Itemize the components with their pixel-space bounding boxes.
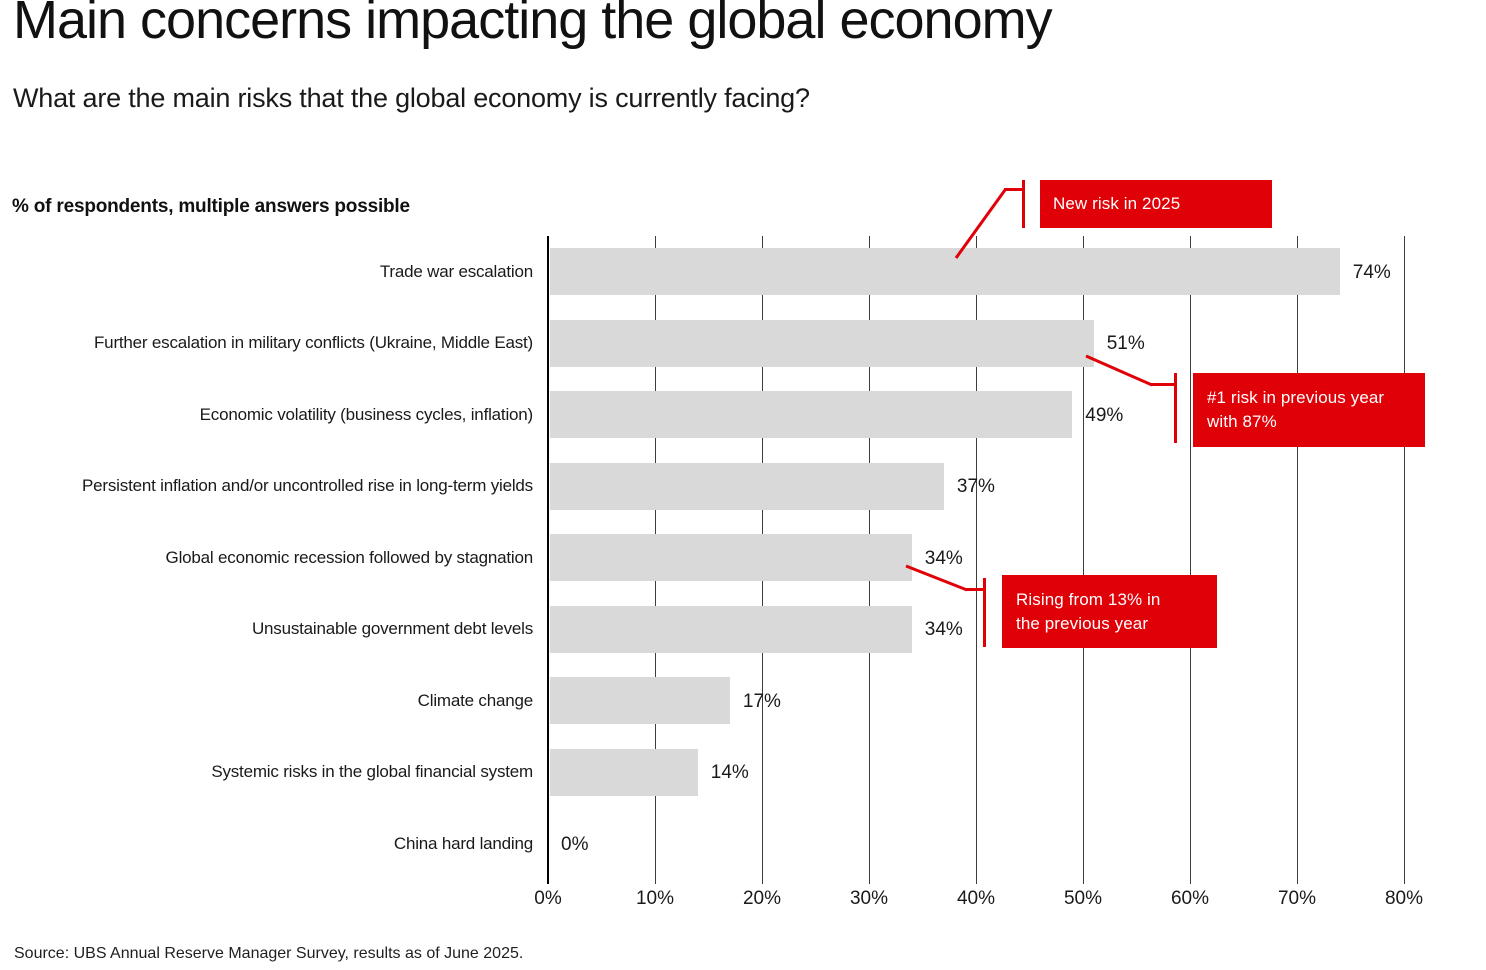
x-tick-label: 70%: [1277, 888, 1317, 909]
bar: [550, 319, 1094, 367]
x-tick-label: 50%: [1063, 888, 1103, 909]
category-label: Persistent inflation and/or uncontrolled…: [82, 476, 533, 496]
x-tick-label: 80%: [1384, 888, 1424, 909]
category-label: China hard landing: [393, 833, 533, 853]
y-axis-line: [546, 236, 549, 884]
value-label: 37%: [956, 476, 995, 498]
category-label: Climate change: [417, 690, 534, 710]
x-tick-label: 10%: [635, 888, 675, 909]
category-label: Unsustainable government debt levels: [251, 619, 533, 639]
bar: [550, 534, 912, 582]
gridline: [975, 236, 977, 884]
x-tick-label: 40%: [956, 888, 996, 909]
x-tick-label: 0%: [534, 888, 562, 909]
page-title: Main concerns impacting the global econo…: [13, 0, 1053, 50]
page-subtitle: What are the main risks that the global …: [13, 83, 810, 113]
bar: [550, 462, 944, 510]
x-tick-label: 60%: [1170, 888, 1210, 909]
bar: [550, 605, 912, 653]
category-label: Global economic recession followed by st…: [165, 547, 534, 567]
gridline: [1296, 236, 1298, 884]
bar: [550, 748, 698, 796]
value-label: 17%: [742, 690, 781, 712]
value-label: 0%: [561, 833, 589, 855]
x-tick-label: 20%: [742, 888, 782, 909]
callout-pointer-bar-prev-year: [1174, 373, 1177, 443]
annotation-prev-year-line2: with 87%: [1207, 412, 1277, 431]
annotation-rising: Rising from 13% in the previous year: [1002, 575, 1217, 648]
annotation-new-risk-text: New risk in 2025: [1053, 194, 1181, 213]
gridline: [1403, 236, 1405, 884]
value-label: 14%: [710, 762, 749, 784]
value-label: 49%: [1085, 404, 1124, 426]
bar: [550, 248, 1340, 296]
category-label: Trade war escalation: [379, 261, 533, 281]
category-label: Economic volatility (business cycles, in…: [199, 404, 534, 424]
annotation-prev-year-line1: #1 risk in previous year: [1207, 388, 1385, 407]
category-label: Systemic risks in the global financial s…: [211, 762, 533, 782]
value-label: 34%: [924, 619, 963, 641]
callout-pointer-bar-new-risk: [1022, 180, 1025, 228]
value-label: 74%: [1352, 261, 1391, 283]
callout-pointer-bar-rising: [983, 578, 986, 647]
annotation-new-risk: New risk in 2025: [1040, 180, 1272, 228]
value-label: 51%: [1106, 333, 1145, 355]
bar: [550, 391, 1073, 439]
gridline: [1189, 236, 1191, 884]
chart-units-note: % of respondents, multiple answers possi…: [12, 196, 410, 217]
source-note: Source: UBS Annual Reserve Manager Surve…: [14, 945, 524, 962]
annotation-rising-line1: Rising from 13% in: [1016, 590, 1161, 609]
annotation-rising-line2: the previous year: [1016, 614, 1149, 633]
x-tick-label: 30%: [849, 888, 889, 909]
gridline: [1082, 236, 1084, 884]
category-label: Further escalation in military conflicts…: [94, 333, 533, 353]
annotation-prev-year-top-risk: #1 risk in previous year with 87%: [1193, 373, 1425, 447]
callout-line-prev-year: [1085, 354, 1153, 387]
value-label: 34%: [924, 547, 963, 569]
bar: [550, 677, 730, 725]
